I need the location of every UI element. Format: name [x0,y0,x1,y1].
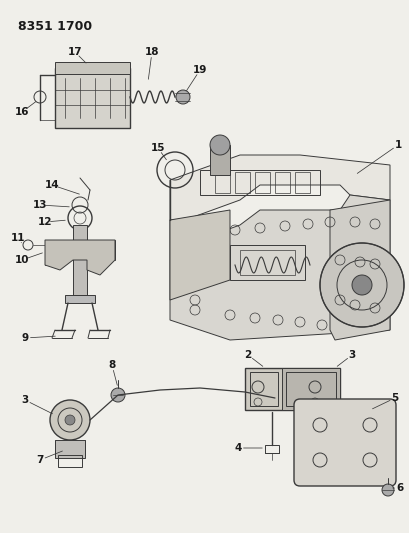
Polygon shape [329,200,389,340]
Text: 9: 9 [21,333,29,343]
Bar [55,68,130,128]
Text: 15: 15 [151,143,165,153]
Text: 13: 13 [33,200,47,210]
Polygon shape [170,155,389,220]
Bar [209,145,229,175]
Bar [274,172,289,193]
FancyBboxPatch shape [293,399,395,486]
Circle shape [65,415,75,425]
Text: 5: 5 [391,393,398,403]
Circle shape [111,388,125,402]
Circle shape [351,275,371,295]
Bar [55,440,85,458]
Polygon shape [170,195,389,340]
Bar [73,225,87,295]
Bar [239,250,294,275]
Text: 1: 1 [393,140,401,150]
Bar [229,245,304,280]
Text: 2: 2 [244,350,251,360]
Text: 17: 17 [67,47,82,57]
Text: 8: 8 [108,360,115,370]
Bar [245,368,339,410]
Text: 8351 1700: 8351 1700 [18,20,92,33]
Text: 11: 11 [11,233,25,243]
Circle shape [319,243,403,327]
Polygon shape [45,240,115,275]
Text: 19: 19 [192,65,207,75]
Text: 7: 7 [36,455,44,465]
Text: 14: 14 [45,180,59,190]
Text: 10: 10 [15,255,29,265]
Bar [249,372,277,406]
Polygon shape [170,210,229,300]
Text: 18: 18 [144,47,159,57]
Circle shape [381,484,393,496]
Bar [281,368,339,410]
Bar [214,172,229,193]
Bar [55,62,130,74]
Text: 6: 6 [396,483,402,493]
Text: 4: 4 [234,443,241,453]
Bar [58,455,82,467]
Bar [254,172,270,193]
Circle shape [175,90,189,104]
Bar [285,372,335,406]
Text: 3: 3 [348,350,355,360]
Bar [65,295,95,303]
Text: 12: 12 [38,217,52,227]
Text: 16: 16 [15,107,29,117]
Bar [294,172,309,193]
Circle shape [50,400,90,440]
Bar [234,172,249,193]
Bar [264,445,278,453]
Bar [200,170,319,195]
Text: 3: 3 [21,395,29,405]
Circle shape [209,135,229,155]
